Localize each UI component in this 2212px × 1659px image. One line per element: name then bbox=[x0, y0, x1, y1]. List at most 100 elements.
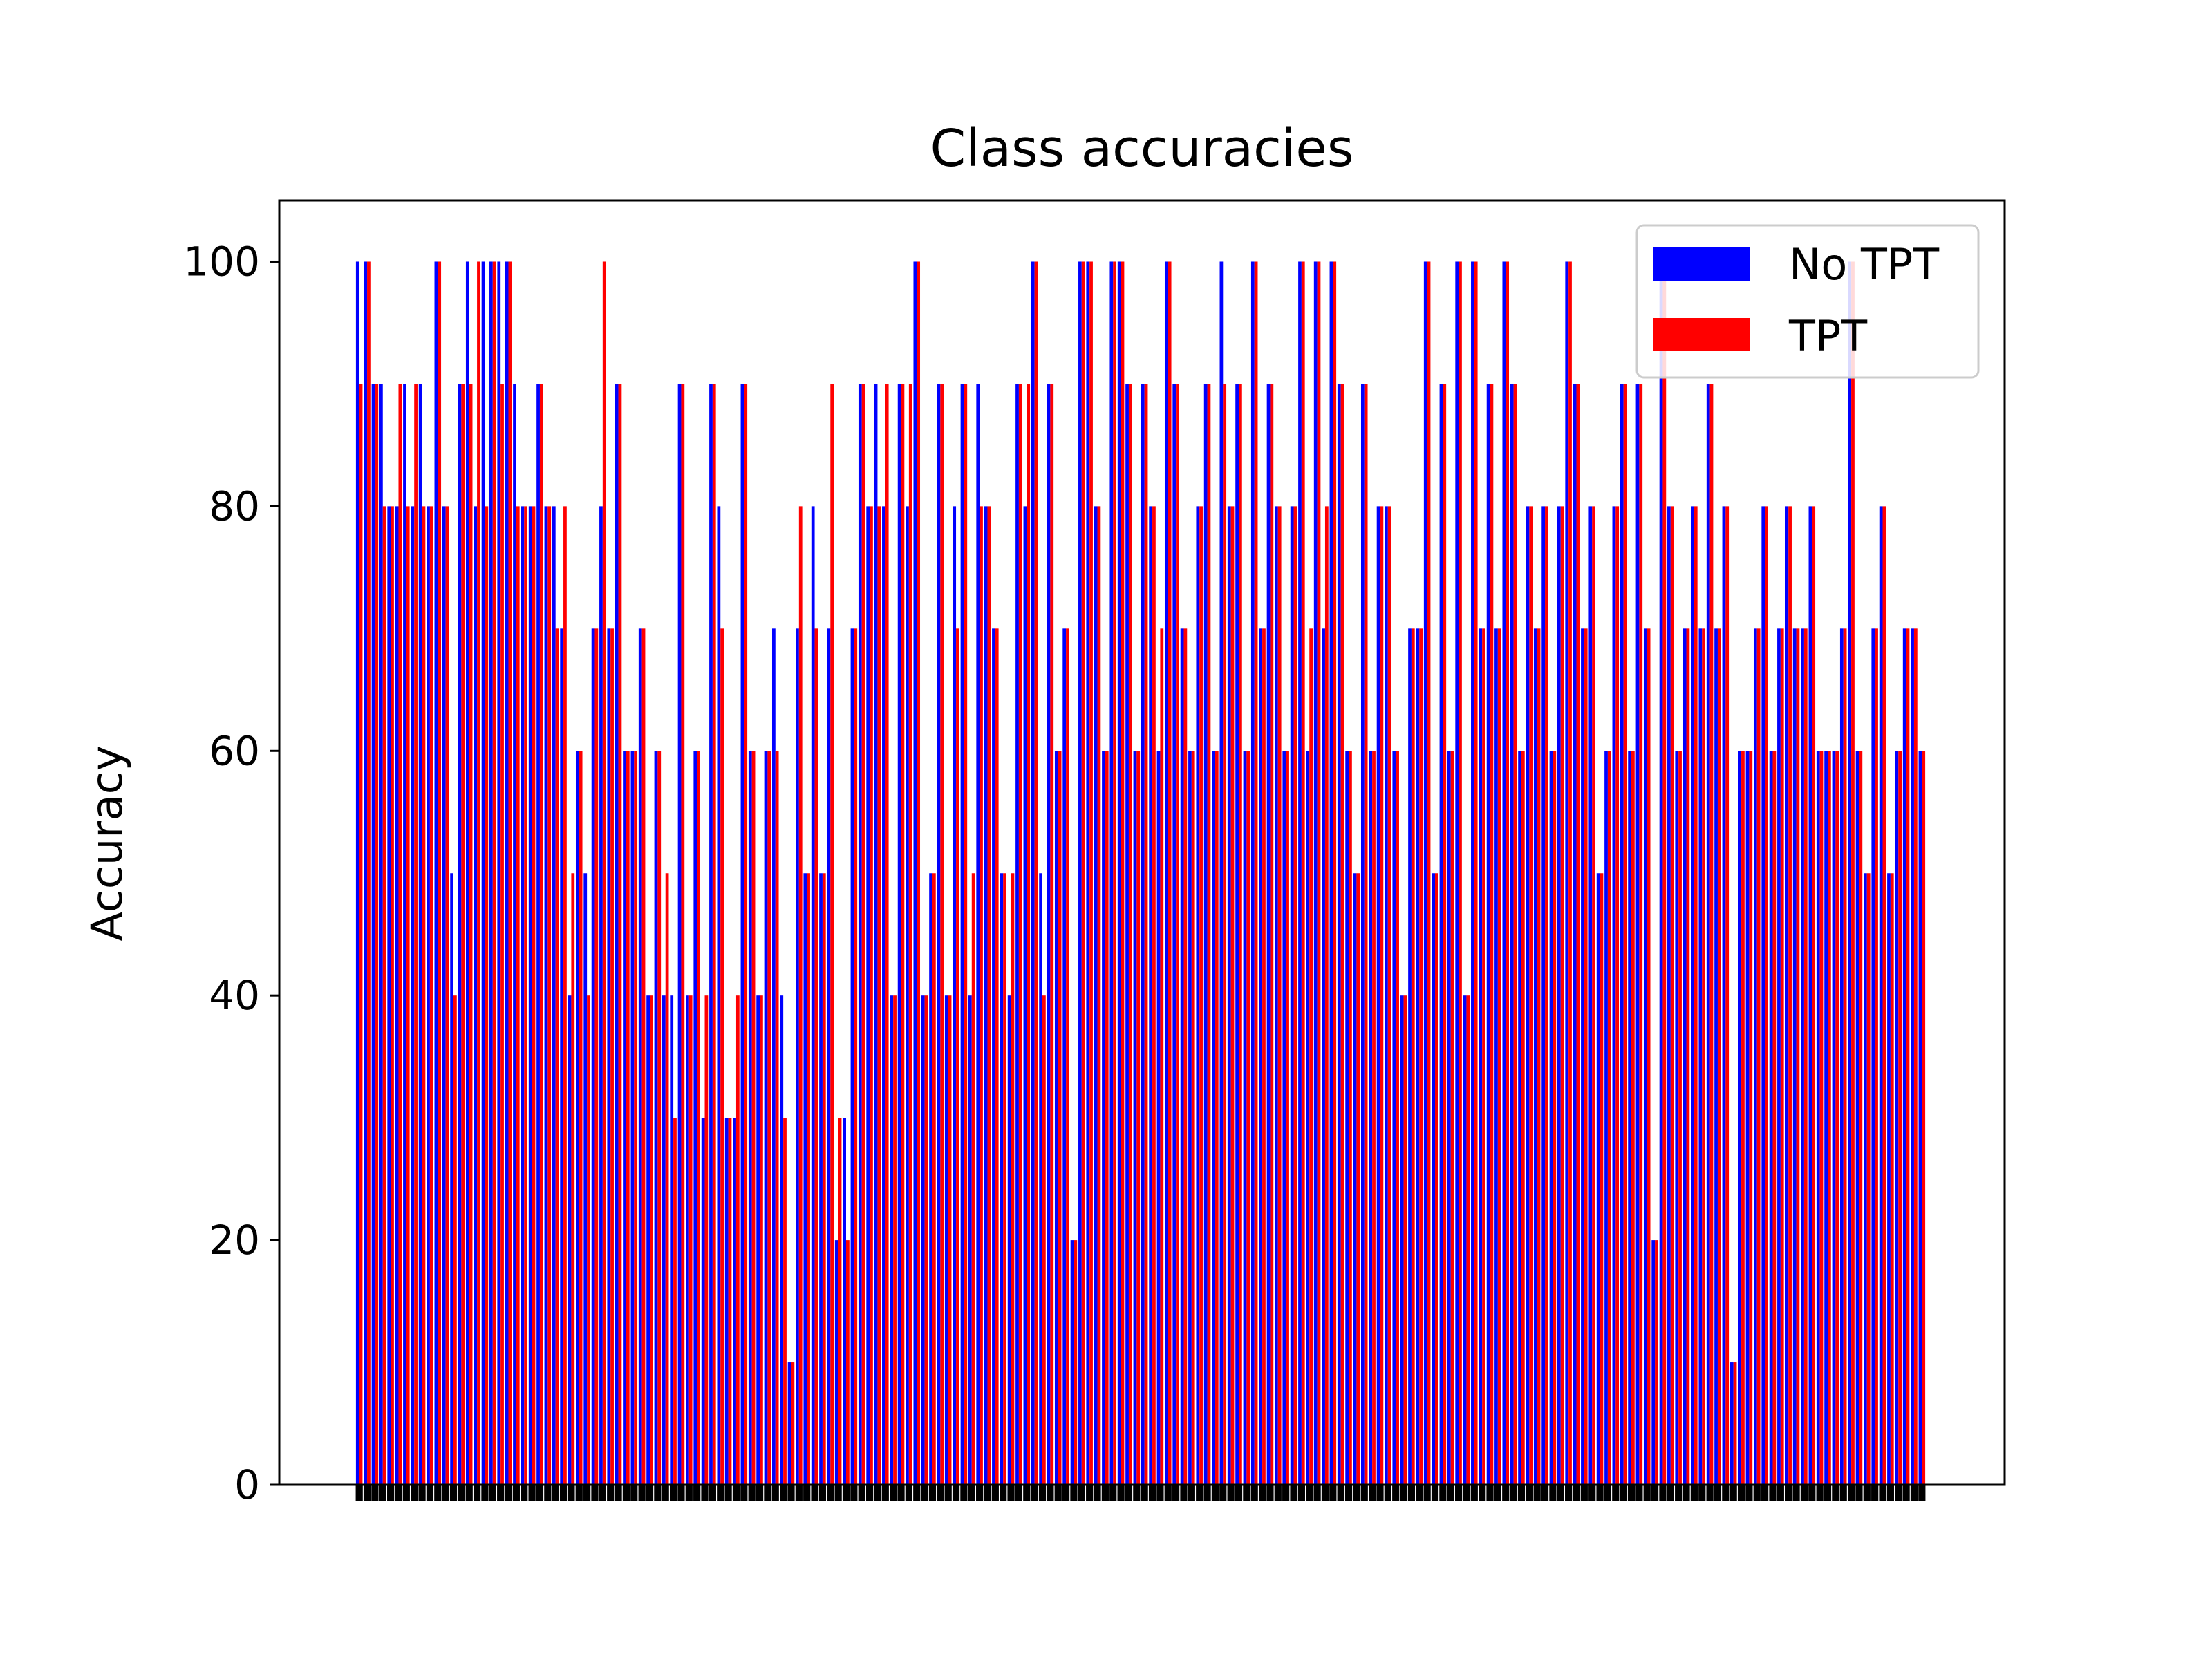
bar-no-tpt bbox=[1259, 628, 1263, 1485]
bar-tpt bbox=[1600, 873, 1604, 1485]
bar-tpt bbox=[1176, 384, 1179, 1485]
bar-no-tpt bbox=[1196, 506, 1200, 1485]
bar-tpt bbox=[587, 995, 590, 1485]
bar-no-tpt bbox=[418, 384, 422, 1485]
bar-no-tpt bbox=[882, 506, 885, 1485]
bar-no-tpt bbox=[1219, 261, 1224, 1485]
bar-tpt bbox=[1427, 261, 1431, 1485]
bar-tpt bbox=[1913, 628, 1918, 1485]
bar-tpt bbox=[1843, 628, 1847, 1485]
bar-tpt bbox=[1733, 1362, 1737, 1485]
bar-no-tpt bbox=[1212, 751, 1215, 1485]
bar-tpt bbox=[1922, 751, 1926, 1485]
bar-tpt bbox=[547, 506, 552, 1485]
bar-tpt bbox=[1230, 506, 1235, 1485]
bar-no-tpt bbox=[1494, 628, 1498, 1485]
bar-no-tpt bbox=[552, 506, 556, 1485]
y-tick-label: 20 bbox=[209, 1217, 260, 1264]
bar-tpt bbox=[924, 995, 928, 1485]
bar-tpt bbox=[1647, 628, 1651, 1485]
bar-tpt bbox=[948, 995, 952, 1485]
bar-tpt bbox=[1702, 628, 1706, 1485]
bar-no-tpt bbox=[536, 384, 540, 1485]
bar-tpt bbox=[1890, 873, 1894, 1485]
bar-tpt bbox=[1097, 506, 1101, 1485]
bar-tpt bbox=[445, 506, 449, 1485]
bar-tpt bbox=[1803, 628, 1808, 1485]
bar-tpt bbox=[461, 384, 465, 1485]
bar-tpt bbox=[735, 995, 740, 1485]
bar-no-tpt bbox=[1416, 628, 1420, 1485]
bar-no-tpt bbox=[1360, 384, 1365, 1485]
bar-no-tpt bbox=[1738, 751, 1742, 1485]
bar-no-tpt bbox=[1722, 506, 1726, 1485]
bar-no-tpt bbox=[521, 506, 525, 1485]
bar-tpt bbox=[1639, 384, 1643, 1485]
bar-no-tpt bbox=[1000, 873, 1004, 1485]
bar-no-tpt bbox=[458, 384, 462, 1485]
bar-no-tpt bbox=[968, 995, 972, 1485]
bar-no-tpt bbox=[646, 995, 650, 1485]
bar-tpt bbox=[500, 384, 504, 1485]
bar-no-tpt bbox=[1298, 261, 1302, 1485]
bar-no-tpt bbox=[976, 384, 980, 1485]
bar-no-tpt bbox=[843, 1118, 846, 1485]
bar-no-tpt bbox=[568, 995, 572, 1485]
bar-no-tpt bbox=[937, 384, 941, 1485]
bar-tpt bbox=[429, 506, 433, 1485]
bar-no-tpt bbox=[1102, 751, 1105, 1485]
bar-tpt bbox=[1686, 628, 1690, 1485]
bar-tpt bbox=[1694, 506, 1698, 1485]
bar-no-tpt bbox=[638, 628, 642, 1485]
bar-tpt bbox=[1670, 506, 1674, 1485]
bar-tpt bbox=[1277, 506, 1282, 1485]
bar-tpt bbox=[1207, 384, 1211, 1485]
bar-tpt bbox=[1309, 628, 1313, 1485]
bar-tpt bbox=[1607, 751, 1611, 1485]
bar-tpt bbox=[665, 873, 669, 1485]
bar-tpt bbox=[398, 384, 402, 1485]
bar-no-tpt bbox=[960, 384, 964, 1485]
bar-no-tpt bbox=[1801, 628, 1804, 1485]
bar-no-tpt bbox=[379, 384, 383, 1485]
bar-no-tpt bbox=[1250, 261, 1255, 1485]
bar-no-tpt bbox=[599, 506, 603, 1485]
bar-tpt bbox=[391, 506, 394, 1485]
bar-tpt bbox=[901, 384, 905, 1485]
bar-tpt bbox=[382, 506, 386, 1485]
bar-tpt bbox=[1772, 751, 1777, 1485]
bar-no-tpt bbox=[1275, 506, 1278, 1485]
bar-no-tpt bbox=[1290, 506, 1294, 1485]
bar-no-tpt bbox=[615, 384, 619, 1485]
bar-no-tpt bbox=[1345, 751, 1349, 1485]
legend-label-no-tpt: No TPT bbox=[1789, 239, 1940, 290]
bar-tpt bbox=[1396, 751, 1399, 1485]
bar-tpt bbox=[814, 628, 818, 1485]
bar-tpt bbox=[1160, 628, 1164, 1485]
bar-no-tpt bbox=[1808, 506, 1812, 1485]
bar-tpt bbox=[1513, 384, 1517, 1485]
bars-layer bbox=[355, 261, 1926, 1485]
bar-no-tpt bbox=[1243, 751, 1247, 1485]
bar-tpt bbox=[1113, 261, 1117, 1485]
bar-no-tpt bbox=[1581, 628, 1584, 1485]
bar-tpt bbox=[618, 384, 622, 1485]
bar-no-tpt bbox=[1745, 751, 1750, 1485]
bar-tpt bbox=[1215, 751, 1219, 1485]
bar-tpt bbox=[1340, 384, 1344, 1485]
bar-no-tpt bbox=[1188, 751, 1192, 1485]
bar-no-tpt bbox=[1675, 751, 1679, 1485]
bar-tpt bbox=[1301, 261, 1305, 1485]
bar-tpt bbox=[861, 384, 865, 1485]
bar-no-tpt bbox=[1023, 506, 1027, 1485]
bar-tpt bbox=[956, 628, 959, 1485]
bar-no-tpt bbox=[434, 261, 438, 1485]
bar-tpt bbox=[1906, 628, 1910, 1485]
bar-tpt bbox=[375, 384, 379, 1485]
bar-no-tpt bbox=[1769, 751, 1773, 1485]
bar-no-tpt bbox=[1054, 751, 1058, 1485]
bar-no-tpt bbox=[953, 506, 957, 1485]
bar-no-tpt bbox=[906, 506, 909, 1485]
bar-no-tpt bbox=[1266, 384, 1271, 1485]
